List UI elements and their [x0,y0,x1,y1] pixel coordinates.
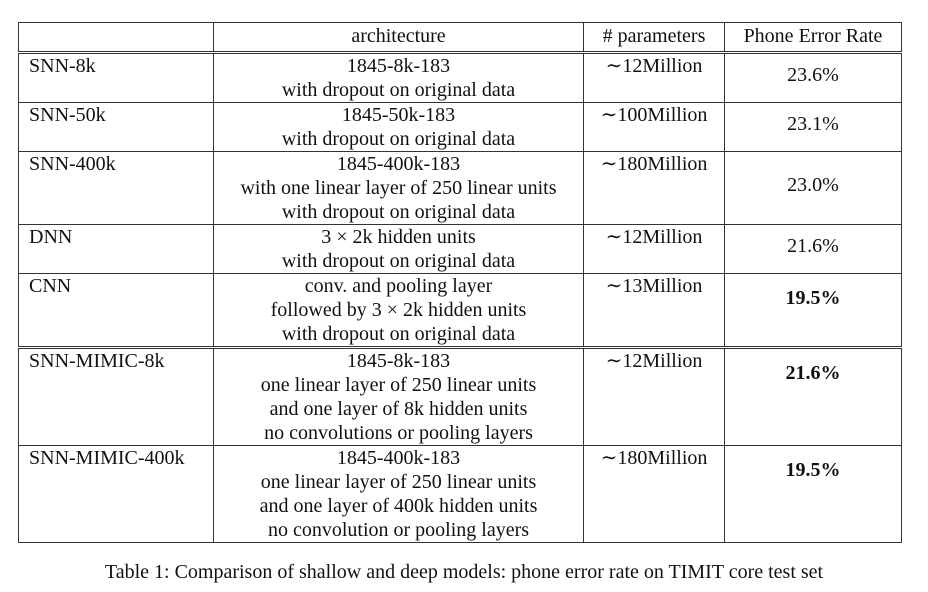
architecture-line: one linear layer of 250 linear units [260,374,537,396]
table-header: architecture # parameters Phone Error Ra… [18,22,902,54]
table-row: SNN-400k 1845-400k-183 with one linear lay… [18,151,902,225]
parameters-cell: ∼180Million [583,151,725,225]
model-name-cell: DNN [18,224,214,274]
model-name-cell: SNN-MIMIC-8k [18,346,214,446]
phone-error-rate-cell: 21.6% [724,346,902,446]
table-body: SNN-8k 1845-8k-183 with dropout on origina… [18,52,902,543]
architecture-line: 1845-50k-183 [341,104,456,126]
architecture-cell: conv. and pooling layer followed by 3 × 2… [213,273,584,348]
architecture-line: with dropout on original data [281,250,516,272]
architecture-line: followed by 3 × 2k hidden units [270,299,527,321]
architecture-line: no convolution or pooling layers [267,519,530,541]
architecture-cell: 3 × 2k hidden units with dropout on origi… [213,224,584,274]
table-caption: Table 1: Comparison of shallow and deep … [104,561,824,583]
architecture-line: with dropout on original data [281,79,516,101]
architecture-cell: 1845-50k-183 with dropout on original dat… [213,102,584,152]
architecture-cell: 1845-8k-183 with dropout on original data [213,52,584,103]
header-phone-error-rate: Phone Error Rate [724,22,902,54]
architecture-line: and one layer of 8k hidden units [269,398,528,420]
architecture-cell: 1845-400k-183 one linear layer of 250 lin… [213,445,584,543]
parameters-cell: ∼12Million [583,346,725,446]
table-row: SNN-MIMIC-400k 1845-400k-183 one linear la… [18,445,902,543]
architecture-line: conv. and pooling layer [304,275,493,297]
architecture-line: 1845-8k-183 [346,55,451,77]
table-row: SNN-MIMIC-8k 1845-8k-183 one linear layer … [18,346,902,446]
architecture-line: with one linear layer of 250 linear unit… [240,177,557,199]
table-row: DNN 3 × 2k hidden units with dropout on or… [18,224,902,274]
phone-error-rate-cell: 19.5% [724,273,902,348]
architecture-line: and one layer of 400k hidden units [259,495,538,517]
architecture-line: 3 × 2k hidden units [321,226,476,248]
model-name-cell: SNN-400k [18,151,214,225]
phone-error-rate-cell: 23.0% [724,151,902,225]
architecture-cell: 1845-8k-183 one linear layer of 250 linea… [213,346,584,446]
header-parameters: # parameters [583,22,725,54]
table-row: SNN-8k 1845-8k-183 with dropout on origina… [18,52,902,103]
phone-error-rate-cell: 23.1% [724,102,902,152]
parameters-cell: ∼180Million [583,445,725,543]
table-row: CNN conv. and pooling layer followed by 3 … [18,273,902,348]
model-name-cell: CNN [18,273,214,348]
table-row: SNN-50k 1845-50k-183 with dropout on origi… [18,102,902,152]
parameters-cell: ∼12Million [583,52,725,103]
header-row: architecture # parameters Phone Error Ra… [18,22,902,54]
phone-error-rate-cell: 19.5% [724,445,902,543]
header-architecture: architecture [213,22,584,54]
model-name-cell: SNN-8k [18,52,214,103]
architecture-line: with dropout on original data [281,128,516,150]
results-table-container: architecture # parameters Phone Error Ra… [18,22,902,543]
architecture-cell: 1845-400k-183 with one linear layer of 25… [213,151,584,225]
model-name-cell: SNN-MIMIC-400k [18,445,214,543]
parameters-cell: ∼12Million [583,224,725,274]
results-table: architecture # parameters Phone Error Ra… [18,22,902,543]
model-name-cell: SNN-50k [18,102,214,152]
header-model [18,22,214,54]
architecture-line: one linear layer of 250 linear units [260,471,537,493]
phone-error-rate-cell: 23.6% [724,52,902,103]
architecture-line: 1845-8k-183 [346,350,451,372]
architecture-line: 1845-400k-183 [336,153,461,175]
parameters-cell: ∼13Million [583,273,725,348]
parameters-cell: ∼100Million [583,102,725,152]
architecture-line: no convolutions or pooling layers [264,422,533,444]
architecture-line: 1845-400k-183 [336,447,461,469]
architecture-line: with dropout on original data [281,201,516,223]
architecture-line: with dropout on original data [281,323,516,345]
phone-error-rate-cell: 21.6% [724,224,902,274]
